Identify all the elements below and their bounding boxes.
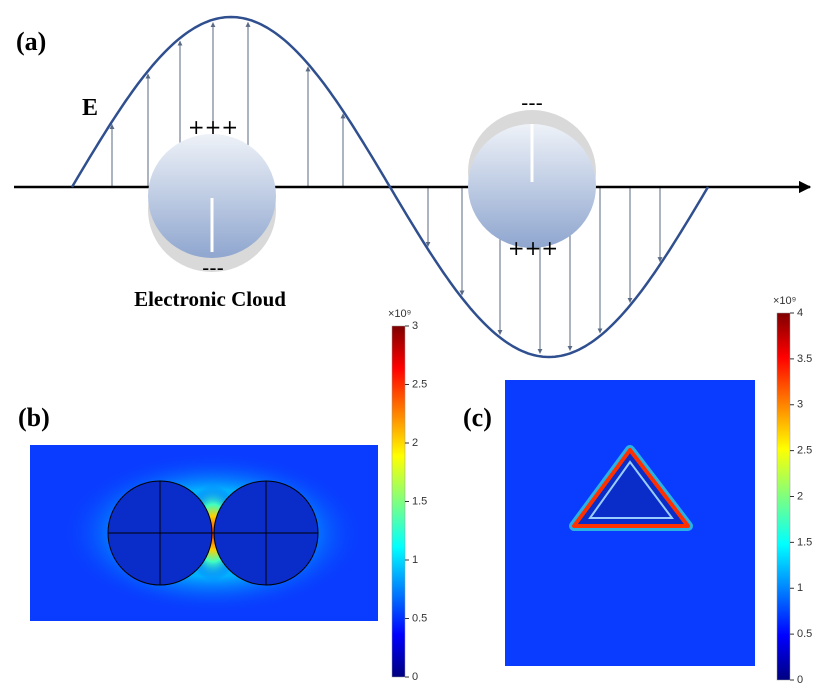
colorbar-multiplier: ×10⁹ bbox=[773, 295, 796, 307]
charge: --- bbox=[202, 256, 224, 280]
colorbar-tick-label: 2 bbox=[412, 437, 418, 449]
field-label: E bbox=[82, 95, 98, 121]
colorbar-tick-label: 3.5 bbox=[797, 353, 812, 365]
colorbar-tick-label: 1 bbox=[797, 582, 803, 594]
colorbar-tick-label: 0.5 bbox=[797, 628, 812, 640]
charge: +++ bbox=[508, 236, 558, 260]
colorbar-tick-label: 0 bbox=[412, 671, 418, 683]
charge: --- bbox=[521, 91, 543, 115]
caption: Electronic Cloud bbox=[134, 287, 286, 311]
colorbar-tick-label: 1 bbox=[412, 554, 418, 566]
colorbar-tick-label: 0 bbox=[797, 674, 803, 686]
colorbar-tick-label: 1.5 bbox=[412, 495, 427, 507]
colorbar: ×10⁹ 0 0.5 1 1.5 2 2.5 3 bbox=[388, 308, 427, 683]
figure: (a) E +++ --- --- +++ Electronic Cloud (… bbox=[0, 0, 816, 688]
colorbar-gradient bbox=[392, 326, 405, 677]
colorbar-tick-label: 3 bbox=[412, 320, 418, 332]
colorbar-tick-label: 4 bbox=[797, 307, 803, 319]
panel-label: (c) bbox=[463, 403, 492, 432]
colorbar-tick-label: 2.5 bbox=[412, 378, 427, 390]
panel-label: (b) bbox=[18, 403, 50, 432]
colorbar: ×10⁹ 0 0.5 1 1.5 2 2.5 3 3.5 4 bbox=[773, 295, 812, 686]
colorbar-gradient bbox=[777, 313, 790, 680]
charge: +++ bbox=[188, 115, 238, 139]
colorbar-tick-label: 1.5 bbox=[797, 536, 812, 548]
colorbar-multiplier: ×10⁹ bbox=[388, 308, 411, 320]
colorbar-tick-label: 2.5 bbox=[797, 445, 812, 457]
colorbar-tick-label: 0.5 bbox=[412, 612, 427, 624]
panel-label: (a) bbox=[16, 27, 46, 56]
colorbar-tick-label: 3 bbox=[797, 399, 803, 411]
colorbar-tick-label: 2 bbox=[797, 490, 803, 502]
